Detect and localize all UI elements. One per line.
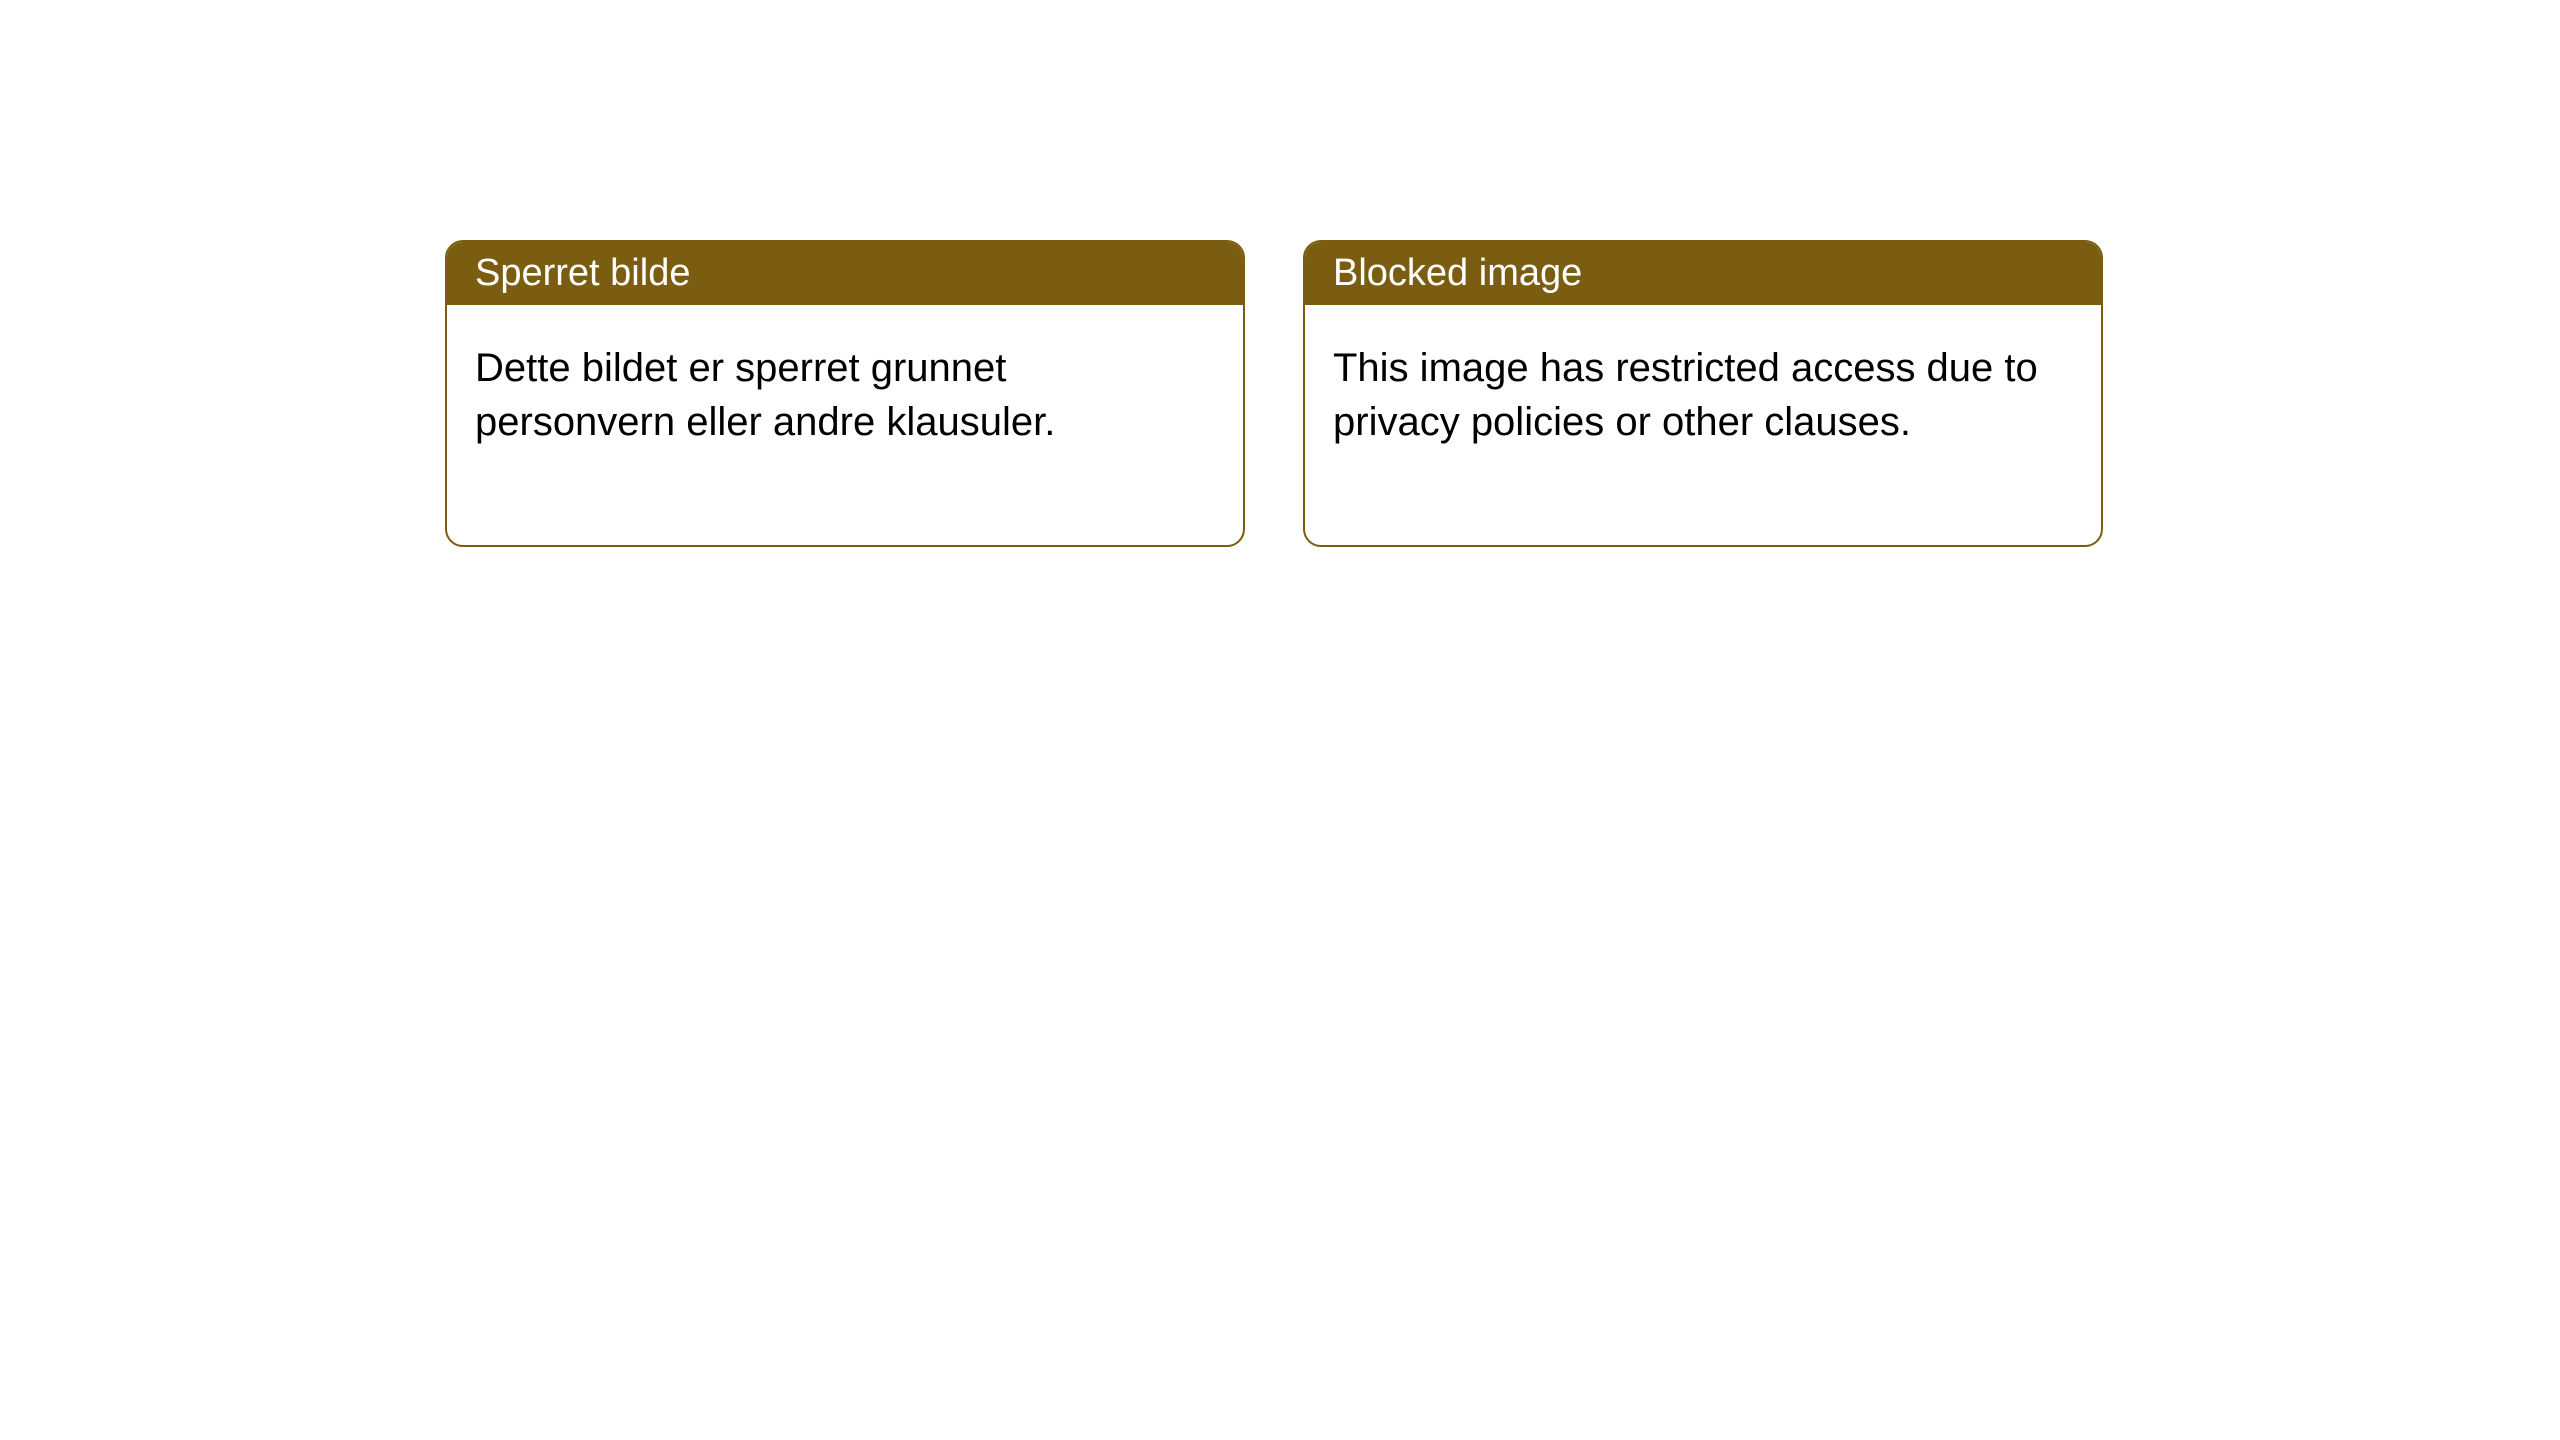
notice-card-no: Sperret bilde Dette bildet er sperret gr… xyxy=(445,240,1245,547)
notice-body-en: This image has restricted access due to … xyxy=(1305,305,2101,545)
notice-container: Sperret bilde Dette bildet er sperret gr… xyxy=(445,240,2103,547)
notice-header-en: Blocked image xyxy=(1305,242,2101,305)
notice-card-en: Blocked image This image has restricted … xyxy=(1303,240,2103,547)
notice-header-no: Sperret bilde xyxy=(447,242,1243,305)
notice-body-no: Dette bildet er sperret grunnet personve… xyxy=(447,305,1243,545)
